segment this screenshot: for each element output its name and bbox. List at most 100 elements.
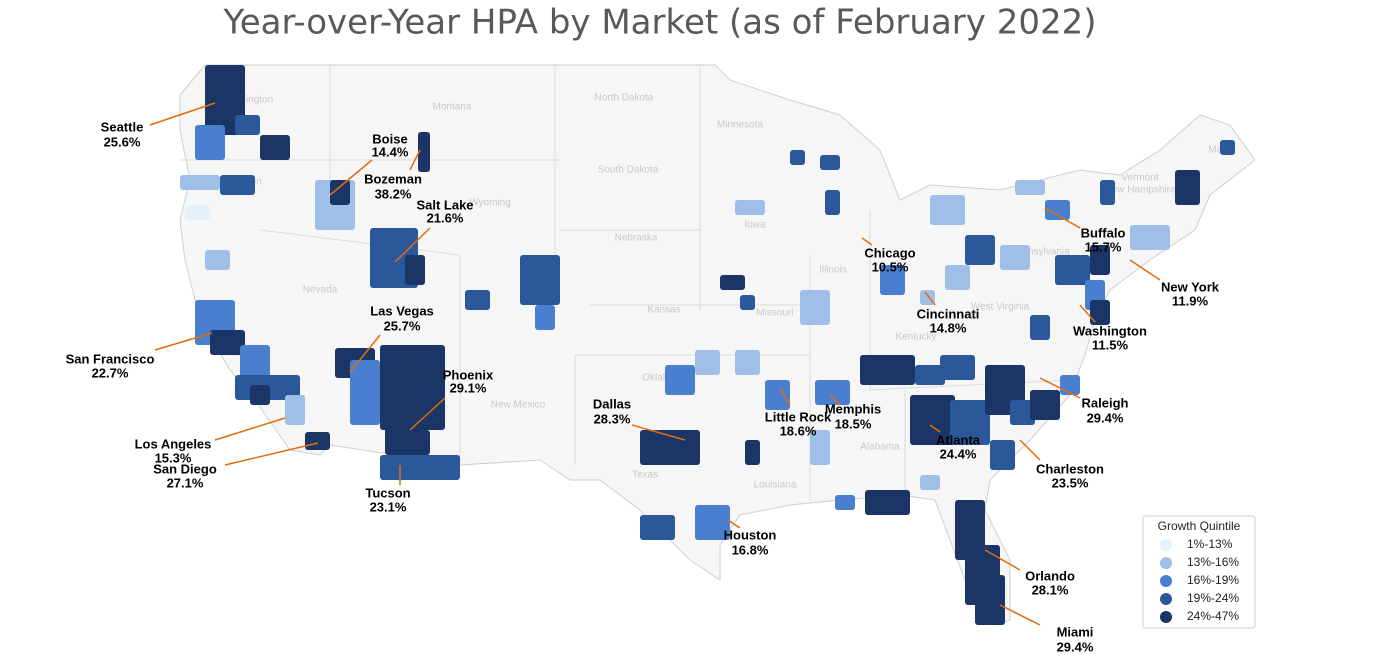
market-name: Tucson xyxy=(365,485,410,500)
legend-swatch xyxy=(1160,611,1172,623)
market-value: 11.5% xyxy=(1092,337,1129,352)
state-label: Iowa xyxy=(744,220,766,231)
market-area xyxy=(1015,180,1045,195)
leader-line xyxy=(861,237,873,246)
market-name: Charleston xyxy=(1036,461,1104,476)
market-name: San Diego xyxy=(153,461,217,476)
market-area xyxy=(1000,245,1030,270)
market-name: Little Rock xyxy=(765,409,832,424)
market-area xyxy=(535,305,555,330)
state-label: Vermont xyxy=(1121,173,1158,184)
legend: Growth Quintile 1%-13% 13%-16% 16%-19% 19%-… xyxy=(1142,515,1256,629)
leader-line xyxy=(349,334,381,373)
state-label: Pennsylvania xyxy=(1010,247,1070,258)
state-label: South Dakota xyxy=(598,165,659,176)
market-area xyxy=(665,365,695,395)
market-area xyxy=(640,430,700,465)
market-value: 28.3% xyxy=(594,411,631,426)
market-area xyxy=(835,495,855,510)
market-name: Houston xyxy=(724,527,777,542)
legend-swatch xyxy=(1160,575,1172,587)
market-area xyxy=(1030,390,1060,420)
market-area xyxy=(790,150,805,165)
market-area xyxy=(940,355,975,380)
state-label: New Mexico xyxy=(491,400,546,411)
leader-line xyxy=(154,332,213,351)
market-value: 14.4% xyxy=(372,144,409,159)
market-area xyxy=(180,175,220,190)
market-name: Orlando xyxy=(1025,568,1075,583)
leader-line xyxy=(224,442,319,466)
leader-line xyxy=(829,394,841,406)
state-label: North Dakota xyxy=(595,93,654,104)
market-area xyxy=(385,420,415,455)
market-area xyxy=(860,355,915,385)
leader-line xyxy=(924,291,936,306)
market-name: Seattle xyxy=(101,119,144,134)
market-value: 15.3% xyxy=(155,450,192,465)
market-name: Raleigh xyxy=(1082,395,1129,410)
us-outline xyxy=(179,64,1256,626)
market-value: 16.8% xyxy=(732,542,769,557)
market-value: 27.1% xyxy=(167,475,204,490)
market-name: Los Angeles xyxy=(135,436,212,451)
market-area xyxy=(205,250,230,270)
market-name: Washington xyxy=(1073,323,1147,338)
leader-line xyxy=(1129,259,1161,281)
market-area xyxy=(950,400,990,445)
market-name: Cincinnati xyxy=(917,306,980,321)
leader-line xyxy=(1079,304,1096,323)
market-area xyxy=(285,395,305,425)
state-label: Missouri xyxy=(756,308,793,319)
market-areas xyxy=(180,65,1235,625)
market-name: Bozeman xyxy=(364,171,422,186)
market-area xyxy=(1090,300,1110,325)
market-value: 38.2% xyxy=(375,186,412,201)
legend-swatch xyxy=(1160,539,1172,551)
state-label: Illinois xyxy=(819,265,847,276)
market-name: Atlanta xyxy=(936,432,981,447)
leader-line xyxy=(214,417,286,441)
market-area xyxy=(990,440,1015,470)
market-area xyxy=(250,385,270,405)
market-value: 18.5% xyxy=(835,416,872,431)
state-label: Nevada xyxy=(303,285,338,296)
market-area xyxy=(865,490,910,515)
market-area xyxy=(380,345,445,430)
market-name: Boise xyxy=(372,131,407,146)
market-area xyxy=(405,255,425,285)
market-area xyxy=(220,175,255,195)
leader-line xyxy=(149,102,216,126)
market-value: 29.1% xyxy=(450,380,487,395)
market-area xyxy=(945,265,970,290)
map-title: Year-over-Year HPA by Market (as of Febr… xyxy=(223,3,1097,43)
leader-line xyxy=(394,227,431,263)
market-area xyxy=(410,430,430,455)
market-area xyxy=(735,200,765,215)
market-area xyxy=(765,380,790,410)
legend-swatch xyxy=(1160,557,1172,569)
leader-line xyxy=(329,159,373,196)
leader-line xyxy=(631,424,686,441)
leader-line xyxy=(1039,377,1081,399)
market-area xyxy=(380,455,460,480)
market-area xyxy=(930,195,965,225)
market-name: San Francisco xyxy=(66,351,155,366)
market-name: Memphis xyxy=(825,401,881,416)
legend-label: 1%-13% xyxy=(1187,537,1233,551)
market-area xyxy=(1220,140,1235,155)
market-area xyxy=(1175,170,1200,205)
market-value: 23.5% xyxy=(1052,475,1089,490)
state-label: New Hampshire xyxy=(1104,185,1176,196)
state-label: Nebraska xyxy=(615,233,658,244)
market-value: 10.5% xyxy=(872,259,909,274)
market-area xyxy=(1030,315,1050,340)
market-name: Phoenix xyxy=(443,367,494,382)
market-area xyxy=(815,380,850,405)
market-value: 29.4% xyxy=(1087,410,1124,425)
legend-title: Growth Quintile xyxy=(1158,519,1241,533)
state-label: Kansas xyxy=(647,305,680,316)
market-area xyxy=(418,132,430,172)
state-label: Texas xyxy=(632,470,658,481)
market-area xyxy=(745,440,760,465)
